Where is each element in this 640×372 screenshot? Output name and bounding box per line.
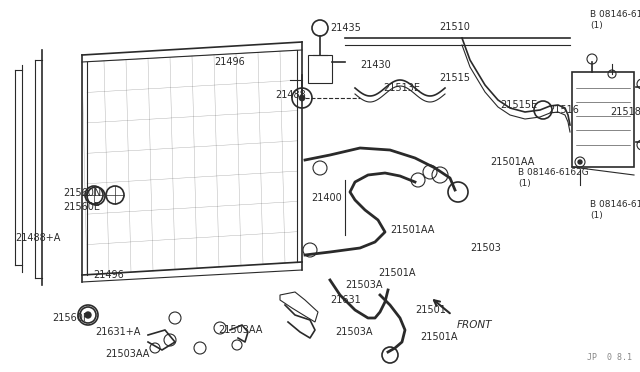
Text: 21501A: 21501A — [378, 268, 415, 278]
Text: 21560F: 21560F — [52, 313, 88, 323]
Text: 21503AA: 21503AA — [105, 349, 149, 359]
Text: 21488+A: 21488+A — [15, 233, 60, 243]
Text: 21515: 21515 — [440, 73, 470, 83]
Text: 21488: 21488 — [275, 90, 306, 100]
Text: FRONT: FRONT — [457, 320, 493, 330]
Text: B 08146-6162G
(1): B 08146-6162G (1) — [518, 168, 589, 188]
Text: B 08146-6162G
(1): B 08146-6162G (1) — [590, 200, 640, 220]
Text: 21515E: 21515E — [500, 100, 537, 110]
Text: 21501: 21501 — [415, 305, 446, 315]
Text: 21503AA: 21503AA — [218, 325, 262, 335]
Text: 21435: 21435 — [330, 23, 361, 33]
Text: 21503A: 21503A — [335, 327, 372, 337]
Text: 21496: 21496 — [214, 57, 245, 67]
Text: 21516: 21516 — [548, 105, 579, 115]
Text: 21560E: 21560E — [63, 202, 100, 212]
Text: 21400: 21400 — [311, 193, 342, 203]
Text: 21510: 21510 — [440, 22, 470, 32]
Text: 21631+A: 21631+A — [95, 327, 140, 337]
Bar — [572, 72, 634, 167]
Circle shape — [578, 160, 582, 164]
Text: 21501A: 21501A — [420, 332, 458, 342]
Text: 21513E: 21513E — [383, 83, 420, 93]
Text: 21631: 21631 — [330, 295, 361, 305]
Circle shape — [299, 95, 305, 101]
Text: 21496: 21496 — [93, 270, 124, 280]
Bar — [308, 55, 332, 83]
Circle shape — [85, 312, 91, 318]
Text: 21560N: 21560N — [63, 188, 101, 198]
Text: 21503: 21503 — [470, 243, 501, 253]
Text: 21518: 21518 — [610, 107, 640, 117]
Text: JP  0 8.1: JP 0 8.1 — [587, 353, 632, 362]
Text: B 08146-6162G
(1): B 08146-6162G (1) — [590, 10, 640, 30]
Text: 21501AA: 21501AA — [490, 157, 534, 167]
Text: 21501AA: 21501AA — [390, 225, 435, 235]
Text: 21503A: 21503A — [345, 280, 383, 290]
Text: 21430: 21430 — [360, 60, 391, 70]
